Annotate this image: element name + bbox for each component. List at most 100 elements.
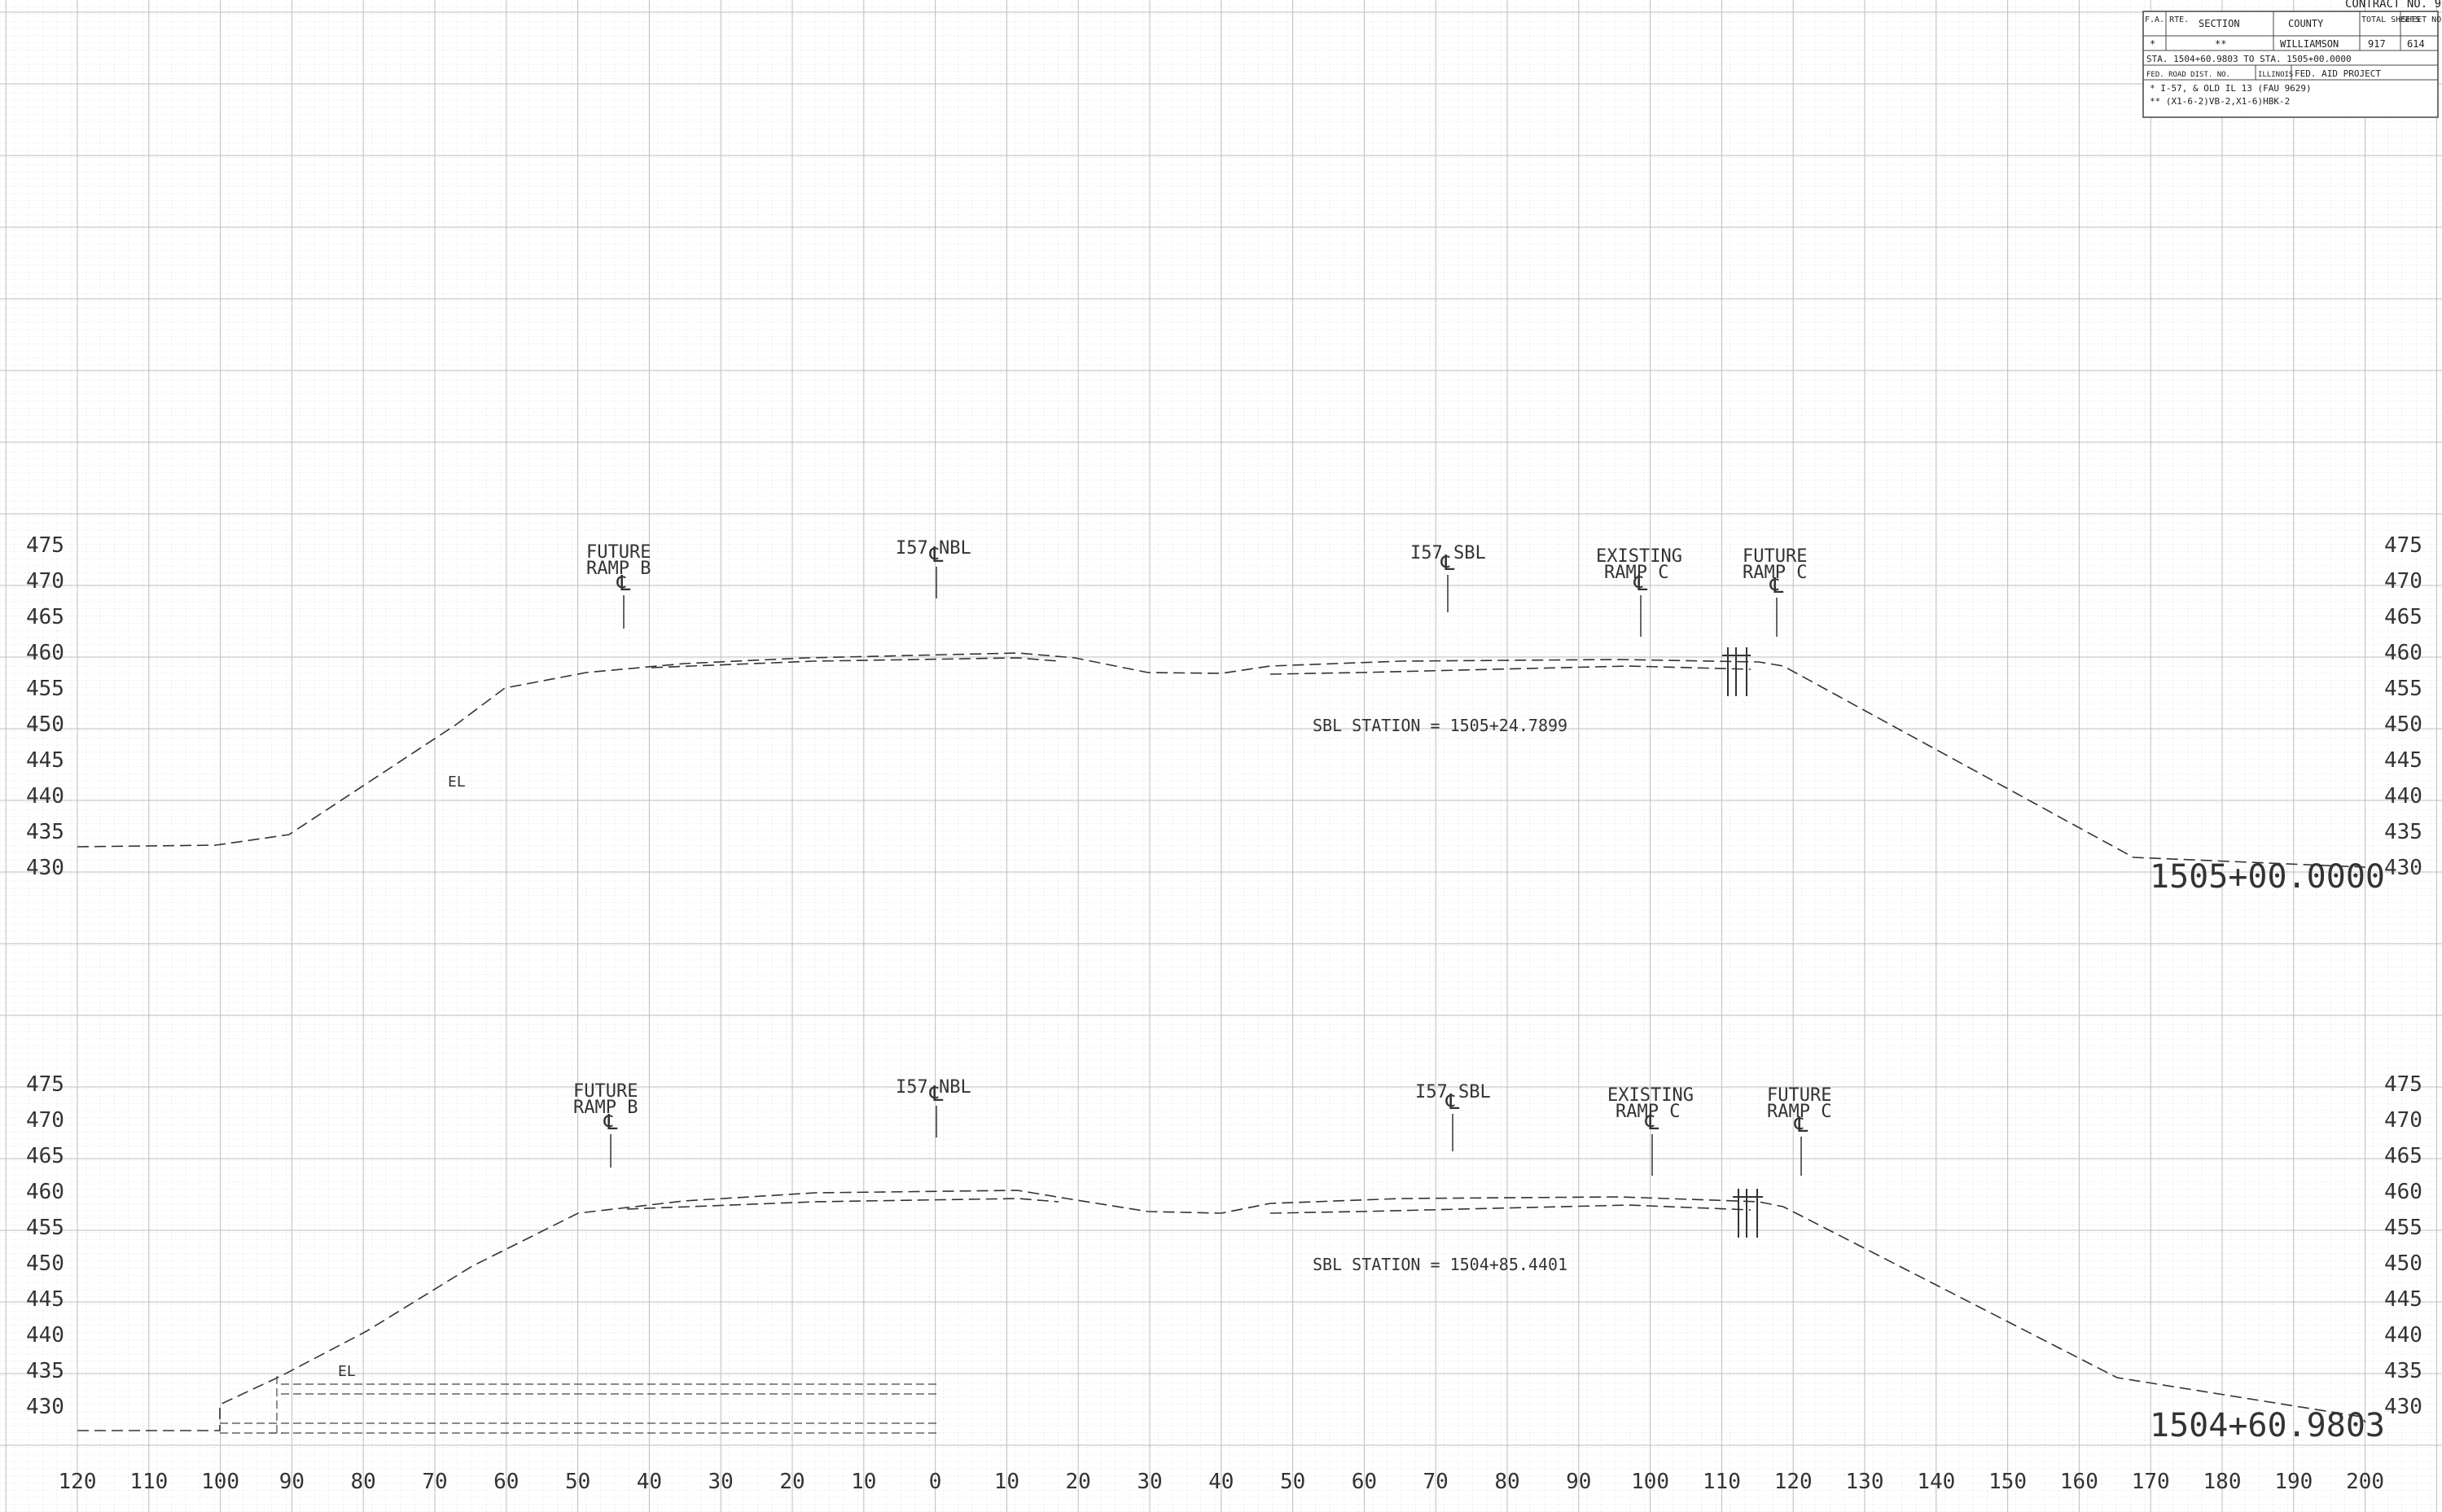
top-section-profile — [77, 652, 2366, 868]
centerline-symbol: ℄ — [1445, 1090, 1460, 1115]
future-ramp-c-label: FUTURE — [1767, 1085, 1831, 1106]
elevation-label-left: 440 — [26, 784, 64, 809]
fed-road-dist: FED. ROAD DIST. NO. — [2146, 71, 2230, 79]
future-ramp-c-label: RAMP C — [1767, 1102, 1831, 1122]
value-total-sheets: 917 — [2368, 38, 2386, 50]
i57-sbl-label: I57 SBL — [1415, 1082, 1491, 1102]
offset-axis-label: 100 — [1631, 1470, 1669, 1494]
offset-axis-label: 20 — [779, 1470, 805, 1494]
centerline-symbol: ℄ — [1794, 1113, 1808, 1137]
bottom-section-profile — [77, 1190, 2366, 1431]
elevation-label-right: 430 — [2384, 856, 2422, 880]
offset-axis-label: 0 — [929, 1470, 942, 1494]
existing-structure — [220, 1376, 936, 1434]
offset-axis-label: 180 — [2203, 1470, 2242, 1494]
offset-axis-label: 90 — [1566, 1470, 1591, 1494]
elevation-label-right: 470 — [2384, 569, 2422, 594]
state-name: ILLINOIS — [2258, 71, 2293, 79]
elevation-label-right: 465 — [2384, 1144, 2422, 1168]
elevation-label-left: 430 — [26, 1395, 64, 1419]
offset-axis-label: 70 — [422, 1470, 447, 1494]
offset-axis-label: 190 — [2274, 1470, 2313, 1494]
bottom-section-pavement — [626, 1198, 1059, 1210]
elevation-label-left: 475 — [26, 533, 64, 558]
future-ramp-c-label: RAMP C — [1743, 563, 1807, 583]
station-range: STA. 1504+60.9803 TO STA. 1505+00.0000 — [2146, 54, 2352, 64]
offset-axis-label: 30 — [708, 1470, 734, 1494]
elevation-label-left: 460 — [26, 641, 64, 665]
el-marker-label: EL — [338, 1363, 356, 1380]
centerline-symbol: ℄ — [603, 1111, 618, 1135]
i57-nbl-label: I57 NBL — [896, 1077, 971, 1098]
future-ramp-c-label: FUTURE — [1743, 546, 1807, 567]
elevation-label-left: 470 — [26, 1108, 64, 1133]
elevation-label-left: 465 — [26, 1144, 64, 1168]
elevation-label-right: 440 — [2384, 784, 2422, 809]
fed-aid-project: FED. AID PROJECT — [2295, 68, 2381, 79]
bottom-section-sbl-pavement — [1269, 1204, 1751, 1214]
contract-number: CONTRACT NO. 98957 — [2345, 0, 2442, 11]
title-block: CONTRACT NO. 98957 F.A. RTE. SECTION COU… — [2142, 0, 2442, 118]
i57-sbl-label: I57 SBL — [1410, 543, 1486, 563]
elevation-label-right: 455 — [2384, 677, 2422, 701]
elevation-label-right: 465 — [2384, 605, 2422, 629]
future-ramp-b-label: RAMP B — [586, 559, 651, 579]
elevation-label-left: 445 — [26, 748, 64, 773]
i57-nbl-label: I57 NBL — [896, 538, 971, 559]
elevation-label-left: 455 — [26, 677, 64, 701]
elevation-label-right: 460 — [2384, 1180, 2422, 1204]
offset-axis-label: 40 — [1208, 1470, 1234, 1494]
el-marker-label: EL — [448, 774, 466, 791]
future-ramp-b-label: FUTURE — [586, 542, 651, 563]
station-label: 1504+60.9803 — [2150, 1407, 2385, 1444]
top-section-sbl-pavement — [1269, 665, 1751, 675]
offset-axis-label: 50 — [1280, 1470, 1305, 1494]
offset-axis-label: 130 — [1846, 1470, 1884, 1494]
elevation-label-right: 475 — [2384, 1072, 2422, 1097]
offset-axis-label: 80 — [351, 1470, 376, 1494]
centerline-symbol: ℄ — [929, 543, 944, 568]
elevation-label-left: 435 — [26, 1359, 64, 1383]
elevation-label-left: 450 — [26, 712, 64, 737]
barrier-posts — [1722, 647, 1763, 1238]
elevation-label-right: 445 — [2384, 1287, 2422, 1312]
existing-ramp-c-label: RAMP C — [1616, 1102, 1680, 1122]
header-sheet-no: SHEET NO. — [2402, 15, 2442, 24]
offset-axis-label: 10 — [994, 1470, 1019, 1494]
existing-ramp-c-label: EXISTING — [1607, 1085, 1694, 1106]
section-note: ** (X1-6-2)VB-2,X1-6)HBK-2 — [2150, 96, 2290, 107]
offset-axis-label: 30 — [1137, 1470, 1162, 1494]
offset-axis-label: 90 — [279, 1470, 305, 1494]
centerline-symbol: ℄ — [1769, 574, 1784, 598]
centerline-symbol: ℄ — [1645, 1111, 1659, 1135]
offset-axis-label: 20 — [1066, 1470, 1091, 1494]
centerline-symbol: ℄ — [929, 1082, 944, 1107]
elevation-label-right: 445 — [2384, 748, 2422, 773]
header-county: COUNTY — [2288, 18, 2324, 29]
offset-axis-label: 140 — [1917, 1470, 1955, 1494]
future-ramp-b-label: RAMP B — [573, 1098, 638, 1118]
existing-ramp-c-label: RAMP C — [1604, 563, 1668, 583]
offset-axis-label: 80 — [1494, 1470, 1519, 1494]
value-sheet-no: 614 — [2407, 38, 2425, 50]
offset-axis-label: 200 — [2346, 1470, 2384, 1494]
offset-axis-label: 120 — [59, 1470, 97, 1494]
sbl-station-label: SBL STATION = 1505+24.7899 — [1313, 716, 1567, 735]
elevation-label-right: 435 — [2384, 1359, 2422, 1383]
top-section-pavement — [651, 657, 1059, 668]
elevation-label-left: 440 — [26, 1323, 64, 1348]
offset-axis-label: 50 — [565, 1470, 590, 1494]
offset-axis-label: 100 — [201, 1470, 239, 1494]
elevation-label-left: 470 — [26, 569, 64, 594]
elevation-label-left: 435 — [26, 820, 64, 844]
offset-axis-label: 40 — [637, 1470, 662, 1494]
header-total-sheets: TOTAL SHEETS — [2361, 15, 2420, 24]
offset-axis-label: 160 — [2060, 1470, 2098, 1494]
elevation-label-right: 470 — [2384, 1108, 2422, 1133]
centerline-symbol: ℄ — [1633, 572, 1648, 596]
elevation-label-right: 435 — [2384, 820, 2422, 844]
offset-axis-label: 60 — [493, 1470, 519, 1494]
value-county: WILLIAMSON — [2280, 38, 2339, 50]
ground-profiles — [77, 652, 2366, 1431]
